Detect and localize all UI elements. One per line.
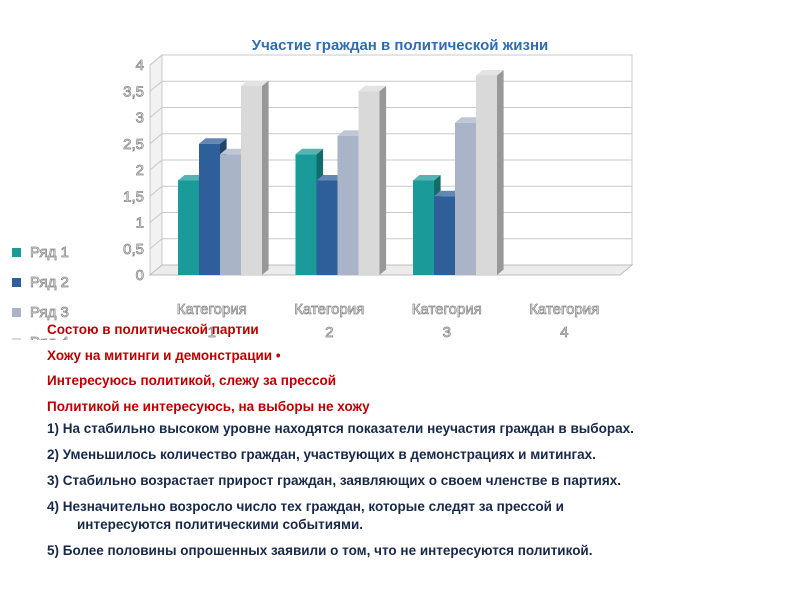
statement-3: 3) Стабильно возрастает прирост граждан,… bbox=[47, 473, 621, 488]
y-tick-label: 4 bbox=[136, 57, 144, 74]
legend-entry: Ряд 1 bbox=[30, 244, 69, 261]
bar-top bbox=[337, 130, 366, 136]
statement-4: 4) Незначительно возросло число тех граж… bbox=[47, 498, 634, 534]
bar-front bbox=[178, 180, 199, 275]
statements-list: 1) На стабильно высоком уровне находятся… bbox=[47, 420, 634, 568]
chart-legend: Ряд 1 Ряд 2 Ряд 3 Ряд 4 bbox=[12, 244, 69, 340]
bar-side bbox=[262, 80, 269, 275]
x-axis-ticks: Категория 1 Категория 2 Категория 3 Категория 4 bbox=[176, 301, 599, 340]
bar-top bbox=[241, 80, 269, 86]
y-tick-label: 0 bbox=[136, 267, 144, 284]
bar-front bbox=[434, 196, 455, 275]
bar-front bbox=[316, 180, 338, 275]
bar-front bbox=[455, 122, 476, 275]
y-tick-label: 1 bbox=[136, 215, 144, 232]
legend-entry: Ряд 4 bbox=[30, 334, 69, 340]
bar-top bbox=[358, 85, 387, 92]
legend-label-3: Интересуюсь политикой, слежу за прессой bbox=[47, 373, 337, 388]
legend-swatch bbox=[12, 308, 21, 317]
statement-4-line-1: 4) Незначительно возросло число тех граж… bbox=[47, 499, 564, 514]
bar-top bbox=[434, 190, 462, 197]
bar bbox=[241, 80, 269, 275]
bar-top bbox=[295, 148, 324, 155]
x-tick-label: Категория 1 bbox=[177, 301, 247, 340]
bar-front bbox=[358, 91, 380, 275]
bar-front bbox=[199, 143, 220, 275]
y-tick-label: 0,5 bbox=[123, 241, 144, 258]
legend-swatch bbox=[12, 278, 21, 287]
legend-label-4: Политикой не интересуюсь, на выборы не х… bbox=[47, 399, 370, 414]
y-tick-label: 2 bbox=[136, 162, 144, 179]
statement-1: 1) На стабильно высоком уровне находятся… bbox=[47, 421, 634, 436]
y-tick-label: 1,5 bbox=[123, 188, 144, 205]
y-axis-ticks: 0 0,5 1 1,5 2 2,5 3 3,5 4 bbox=[123, 57, 145, 285]
bar-front bbox=[413, 180, 434, 275]
statement-2: 2) Уменьшилось количество граждан, участ… bbox=[47, 447, 596, 462]
bar-front bbox=[337, 135, 359, 275]
y-tick-label: 3,5 bbox=[123, 83, 144, 100]
x-tick-label: Категория 3 bbox=[412, 301, 482, 340]
chart-bars bbox=[178, 70, 504, 275]
bar-top bbox=[455, 117, 483, 123]
bar bbox=[476, 70, 504, 275]
legend-label-1: Состою в политической партии bbox=[47, 322, 259, 337]
bar-front bbox=[241, 86, 262, 275]
legend-swatch bbox=[12, 248, 21, 257]
gridline bbox=[149, 80, 632, 92]
bar-top bbox=[220, 148, 248, 155]
bar-chart: Участие граждан в политической жизни 0 0,… bbox=[12, 37, 634, 340]
bar-top bbox=[413, 175, 441, 181]
bar-side bbox=[379, 85, 387, 275]
y-tick-label: 3 bbox=[136, 110, 144, 127]
bar bbox=[358, 85, 387, 275]
statement-5: 5) Более половины опрошенных заявили о т… bbox=[47, 543, 593, 558]
x-tick-label: Категория 2 bbox=[294, 301, 364, 340]
bar-top bbox=[199, 138, 227, 144]
bar-side bbox=[497, 70, 504, 275]
bar-front bbox=[476, 75, 497, 275]
legend-label-2: Хожу на митинги и демонстрации • bbox=[47, 348, 281, 363]
legend-swatch bbox=[12, 338, 21, 340]
x-tick-label: Категория 4 bbox=[529, 301, 599, 340]
bar-top bbox=[178, 175, 206, 181]
legend-entry: Ряд 3 bbox=[30, 304, 69, 321]
legend-entry: Ряд 2 bbox=[30, 274, 69, 291]
bar-front bbox=[295, 154, 317, 275]
gridline bbox=[149, 107, 632, 118]
gridline bbox=[149, 54, 632, 66]
bar-top bbox=[316, 175, 345, 181]
bar-top bbox=[476, 70, 504, 76]
y-tick-label: 2,5 bbox=[123, 136, 144, 153]
chart-title: Участие граждан в политической жизни bbox=[252, 37, 548, 54]
bar-front bbox=[220, 154, 241, 275]
statement-4-line-2: интересуются политическими событиями. bbox=[77, 517, 363, 532]
